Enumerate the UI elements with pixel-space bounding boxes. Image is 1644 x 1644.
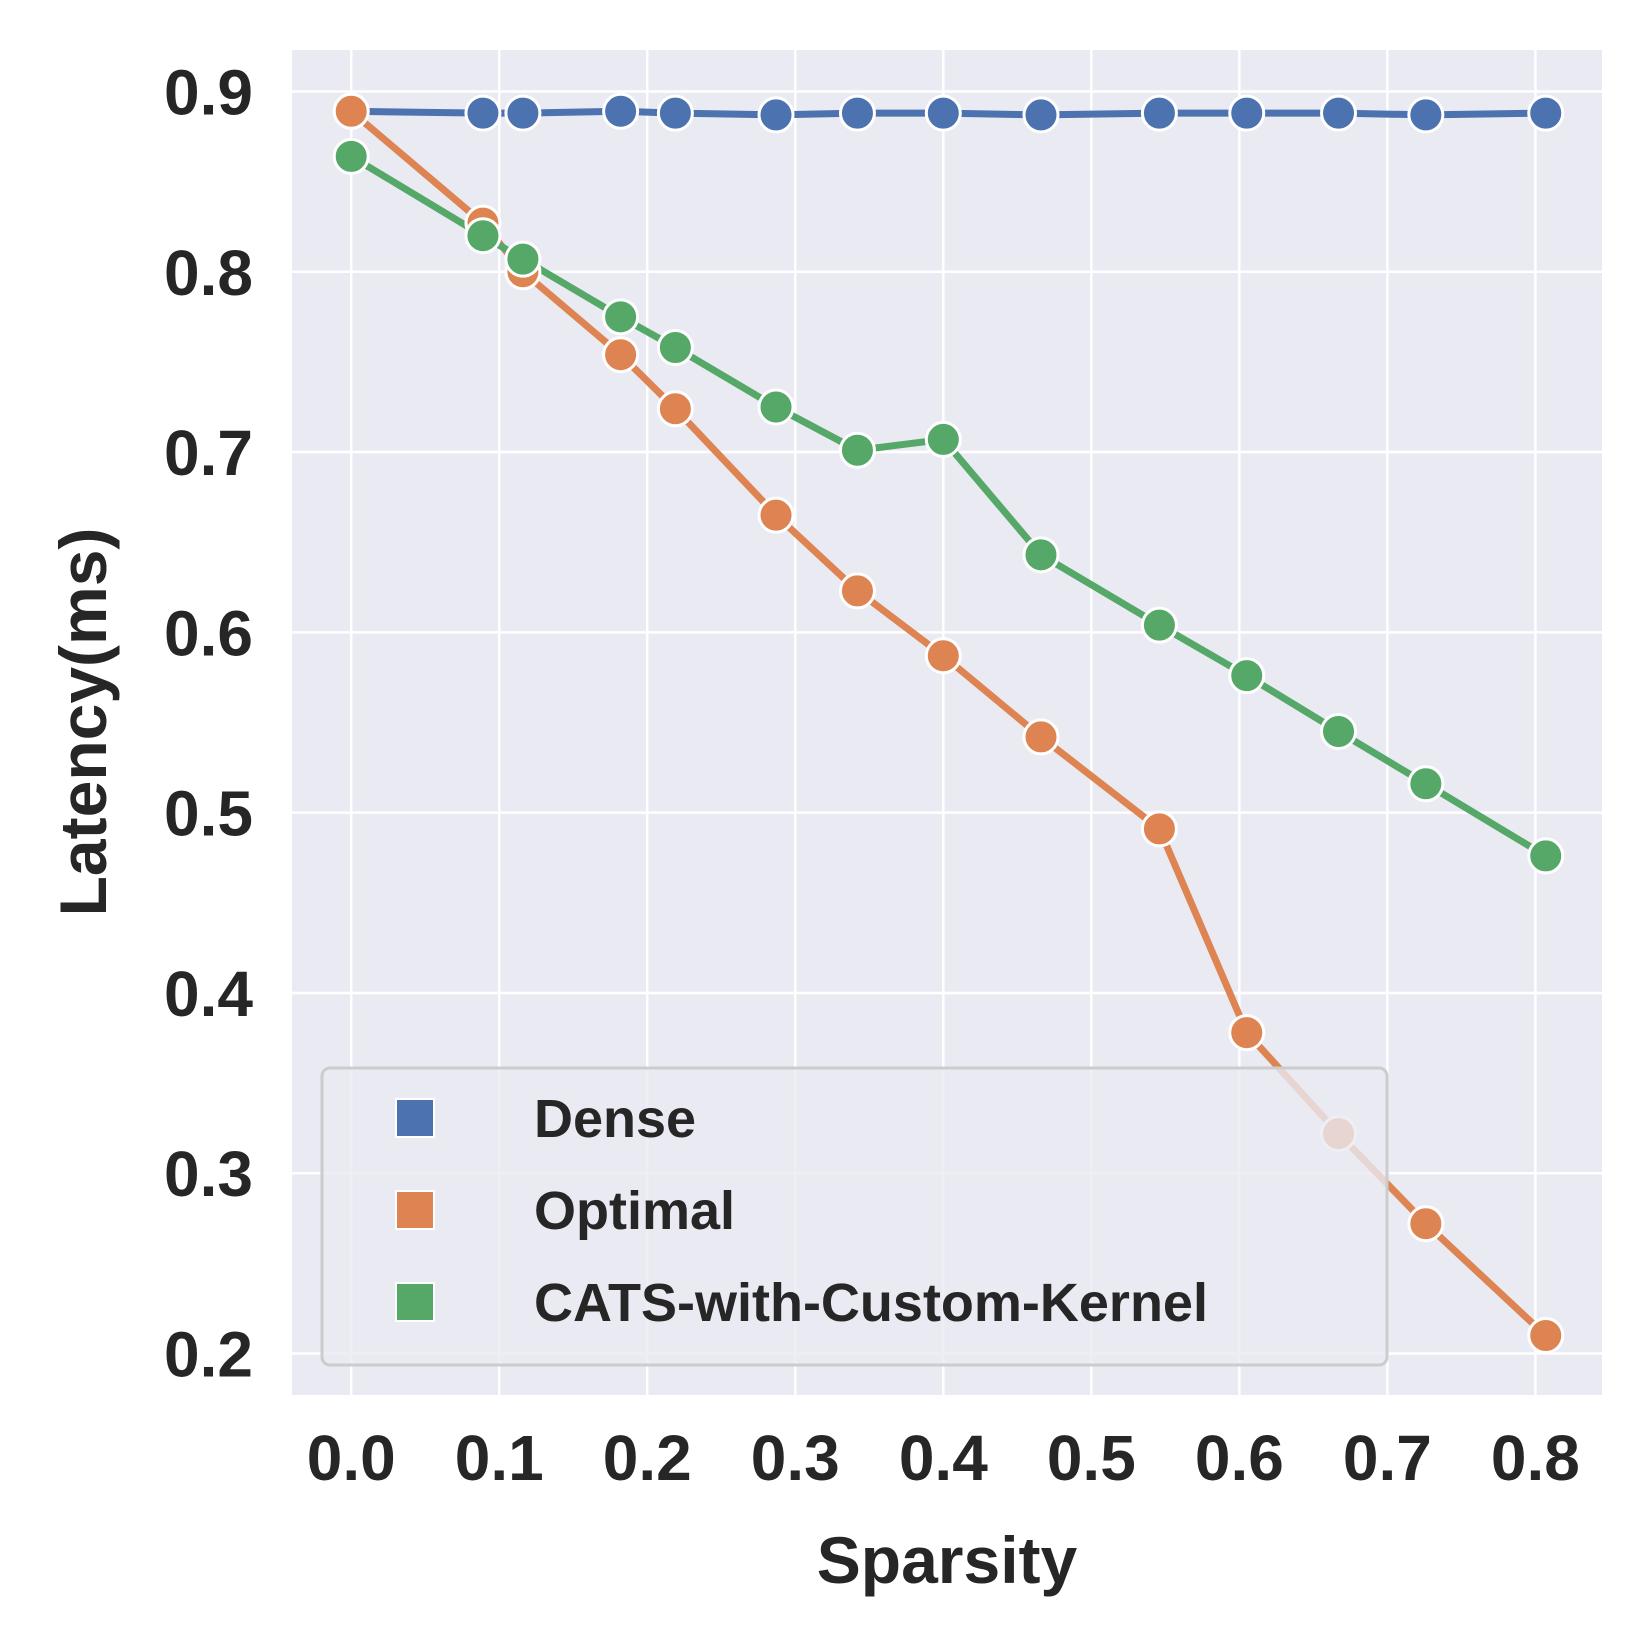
data-point-dense [1407, 96, 1445, 134]
x-axis-tick-labels: 0.0 0.1 0.2 0.3 0.4 0.5 0.6 0.7 0.8 [307, 1422, 1580, 1494]
x-tick-label: 0.5 [1047, 1422, 1136, 1494]
y-axis-title: Latency(ms) [46, 528, 120, 917]
x-axis-title: Sparsity [817, 1523, 1078, 1597]
data-point-dense [757, 96, 795, 134]
data-point-optimal [1527, 1317, 1565, 1355]
data-point-optimal [602, 336, 640, 374]
data-point-cats-with-custom-kernel [656, 328, 694, 366]
x-tick-label: 0.1 [455, 1422, 544, 1494]
legend: Dense Optimal CATS-with-Custom-Kernel [320, 1066, 1389, 1367]
y-tick-label: 0.6 [164, 597, 253, 669]
data-point-dense [1228, 94, 1266, 132]
legend-frame [320, 1066, 1389, 1367]
legend-label-cats: CATS-with-Custom-Kernel [534, 1273, 1208, 1333]
data-point-dense [504, 94, 542, 132]
data-point-optimal [1140, 810, 1178, 848]
y-tick-label: 0.8 [164, 237, 253, 309]
data-point-cats-with-custom-kernel [602, 298, 640, 336]
data-point-cats-with-custom-kernel [504, 240, 542, 278]
data-point-cats-with-custom-kernel [464, 217, 502, 255]
data-point-cats-with-custom-kernel [1320, 713, 1358, 751]
data-point-optimal [1228, 1014, 1266, 1052]
x-tick-label: 0.0 [307, 1422, 396, 1494]
data-point-dense [1140, 94, 1178, 132]
legend-swatch-optimal [395, 1190, 435, 1230]
y-tick-label: 0.2 [164, 1319, 253, 1391]
data-point-optimal [757, 496, 795, 534]
data-point-dense [1022, 96, 1060, 134]
legend-swatch-dense [395, 1098, 435, 1138]
data-point-cats-with-custom-kernel [924, 420, 962, 458]
data-point-cats-with-custom-kernel [1140, 606, 1178, 644]
y-tick-label: 0.5 [164, 778, 253, 850]
data-point-cats-with-custom-kernel [332, 137, 370, 175]
data-point-cats-with-custom-kernel [838, 431, 876, 469]
data-point-dense [656, 94, 694, 132]
data-point-optimal [1022, 718, 1060, 756]
data-point-optimal [838, 572, 876, 610]
data-point-cats-with-custom-kernel [757, 388, 795, 426]
data-point-optimal [332, 92, 370, 130]
data-point-cats-with-custom-kernel [1407, 765, 1445, 803]
y-tick-label: 0.4 [164, 958, 253, 1030]
x-tick-label: 0.2 [603, 1422, 692, 1494]
data-point-cats-with-custom-kernel [1022, 536, 1060, 574]
data-point-dense [464, 94, 502, 132]
x-tick-label: 0.6 [1195, 1422, 1284, 1494]
data-point-dense [924, 94, 962, 132]
data-point-cats-with-custom-kernel [1228, 657, 1266, 695]
legend-swatch-cats [395, 1282, 435, 1322]
series-markers [332, 92, 1565, 1355]
y-tick-label: 0.3 [164, 1138, 253, 1210]
y-tick-label: 0.9 [164, 56, 253, 128]
y-axis-tick-labels: 0.2 0.3 0.4 0.5 0.6 0.7 0.8 0.9 [164, 56, 253, 1390]
x-tick-label: 0.8 [1491, 1422, 1580, 1494]
data-point-optimal [656, 390, 694, 428]
data-point-optimal [924, 637, 962, 675]
y-tick-label: 0.7 [164, 417, 253, 489]
data-point-dense [1320, 94, 1358, 132]
data-point-dense [1527, 94, 1565, 132]
legend-label-optimal: Optimal [534, 1181, 735, 1241]
data-point-cats-with-custom-kernel [1527, 837, 1565, 875]
x-tick-label: 0.4 [899, 1422, 988, 1494]
x-tick-label: 0.3 [751, 1422, 840, 1494]
data-point-dense [602, 92, 640, 130]
x-tick-label: 0.7 [1343, 1422, 1432, 1494]
data-point-optimal [1407, 1205, 1445, 1243]
legend-label-dense: Dense [534, 1089, 696, 1149]
data-point-dense [838, 94, 876, 132]
